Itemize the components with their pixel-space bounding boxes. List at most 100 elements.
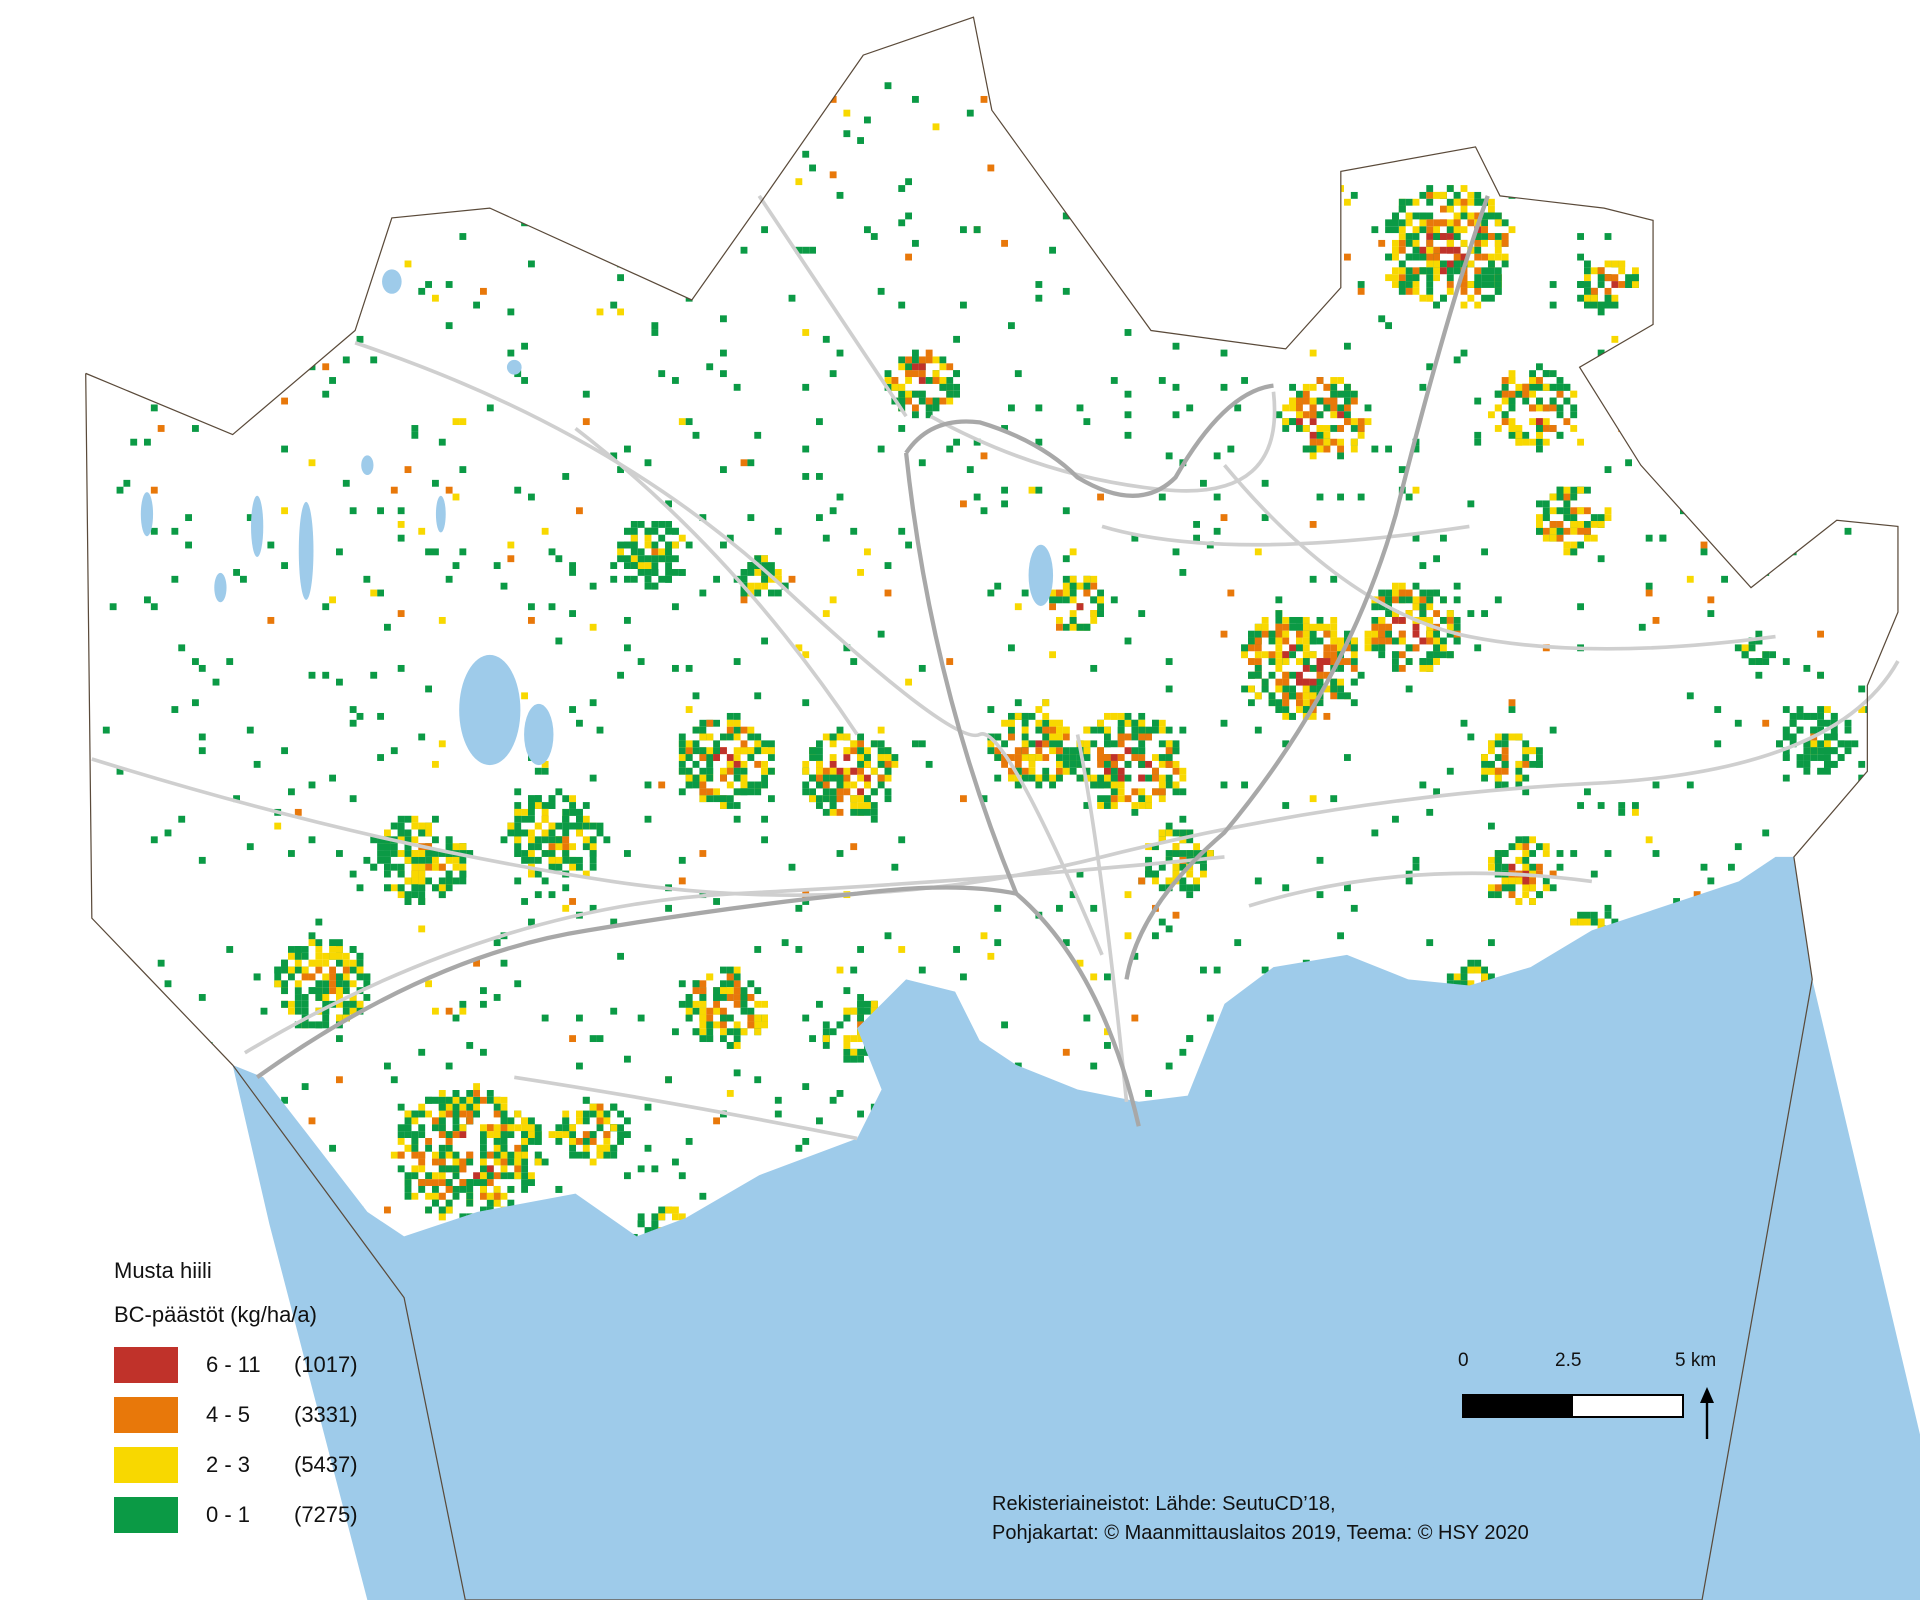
emission-cell — [1604, 911, 1612, 919]
emission-cell — [404, 260, 412, 268]
emission-cell — [294, 946, 302, 953]
emission-cell — [370, 356, 378, 364]
emission-cell — [1097, 795, 1104, 803]
emission-cell — [1282, 425, 1290, 432]
emission-cell — [349, 1007, 357, 1015]
emission-cell — [1076, 603, 1084, 611]
emission-cell — [884, 767, 892, 775]
emission-cell — [1782, 726, 1790, 734]
emission-cell — [480, 1144, 487, 1152]
emission-cell — [418, 884, 426, 892]
emission-cell — [1275, 644, 1283, 652]
emission-cell — [1378, 651, 1386, 659]
emission-cell — [637, 1213, 645, 1221]
emission-cell — [1556, 486, 1564, 494]
emission-cell — [1453, 246, 1461, 254]
emission-cell — [185, 191, 192, 199]
emission-cell — [1145, 1090, 1152, 1097]
emission-cell — [1817, 767, 1824, 775]
emission-cell — [274, 973, 282, 981]
emission-cell — [1062, 747, 1070, 755]
emission-cell — [713, 795, 720, 803]
emission-cell — [1632, 274, 1639, 282]
emission-cell — [1549, 301, 1557, 309]
emission-cell — [1282, 658, 1290, 665]
emission-cell — [781, 582, 789, 590]
emission-cell — [658, 575, 666, 583]
emission-cell — [754, 733, 762, 741]
emission-cell — [1467, 294, 1475, 302]
emission-cell — [1049, 747, 1056, 755]
emission-cell — [637, 1165, 645, 1173]
emission-cell — [432, 1158, 439, 1166]
emission-cell — [452, 1014, 460, 1022]
emission-cell — [898, 390, 906, 398]
emission-cell — [960, 500, 967, 508]
emission-cell — [1577, 233, 1584, 240]
emission-cell — [1179, 1048, 1187, 1056]
emission-cell — [726, 1090, 734, 1097]
emission-cell — [445, 1179, 453, 1186]
emission-cell — [754, 568, 762, 576]
emission-cell — [1494, 274, 1502, 282]
emission-cell — [192, 699, 199, 707]
emission-cell — [1289, 651, 1296, 659]
emission-cell — [562, 836, 570, 844]
emission-cell — [1392, 616, 1399, 624]
emission-cell — [1296, 630, 1303, 638]
emission-cell — [733, 980, 741, 988]
emission-cell — [363, 980, 371, 988]
emission-cell — [288, 850, 295, 857]
emission-cell — [1083, 726, 1091, 734]
emission-cell — [1145, 726, 1152, 734]
emission-cell — [1481, 973, 1488, 981]
emission-cell — [500, 582, 508, 590]
emission-cell — [1145, 856, 1152, 864]
emission-cell — [1145, 774, 1152, 782]
emission-cell — [432, 479, 439, 487]
emission-cell — [685, 1000, 693, 1008]
emission-cell — [226, 301, 234, 309]
emission-cell — [1419, 664, 1427, 672]
emission-cell — [1193, 521, 1200, 528]
emission-cell — [795, 946, 803, 953]
emission-cell — [1508, 699, 1516, 707]
emission-cell — [987, 706, 995, 713]
emission-cell — [438, 1158, 446, 1166]
emission-cell — [946, 397, 954, 405]
emission-cell — [1556, 850, 1564, 857]
emission-cell — [1289, 692, 1296, 700]
emission-cell — [1597, 267, 1605, 275]
emission-cell — [342, 966, 350, 974]
emission-cell — [1337, 658, 1344, 665]
emission-cell — [1110, 150, 1118, 158]
emission-cell — [1392, 253, 1399, 261]
emission-cell — [754, 1014, 762, 1022]
emission-cell — [1124, 719, 1132, 727]
emission-cell — [1604, 370, 1612, 378]
emission-cell — [768, 562, 775, 569]
emission-cell — [699, 987, 707, 995]
emission-cell — [1165, 1062, 1173, 1070]
emission-cell — [528, 843, 535, 851]
emission-cell — [1865, 706, 1872, 713]
emission-cell — [1350, 390, 1358, 398]
emission-cell — [1501, 377, 1509, 384]
emission-cell — [438, 1131, 446, 1138]
emission-cell — [1584, 281, 1591, 288]
emission-cell — [1501, 747, 1509, 755]
emission-cell — [829, 740, 837, 748]
emission-cell — [404, 836, 412, 844]
emission-cell — [1474, 281, 1482, 288]
emission-cell — [1344, 630, 1351, 638]
emission-cell — [1824, 850, 1831, 857]
emission-cell — [898, 219, 906, 227]
emission-cell — [1076, 582, 1084, 590]
emission-cell — [706, 760, 714, 768]
emission-cell — [576, 1151, 583, 1159]
emission-cell — [1597, 301, 1605, 309]
emission-cell — [1090, 575, 1098, 583]
emission-cell — [651, 568, 659, 576]
emission-cell — [781, 116, 789, 124]
emission-cell — [726, 802, 734, 809]
